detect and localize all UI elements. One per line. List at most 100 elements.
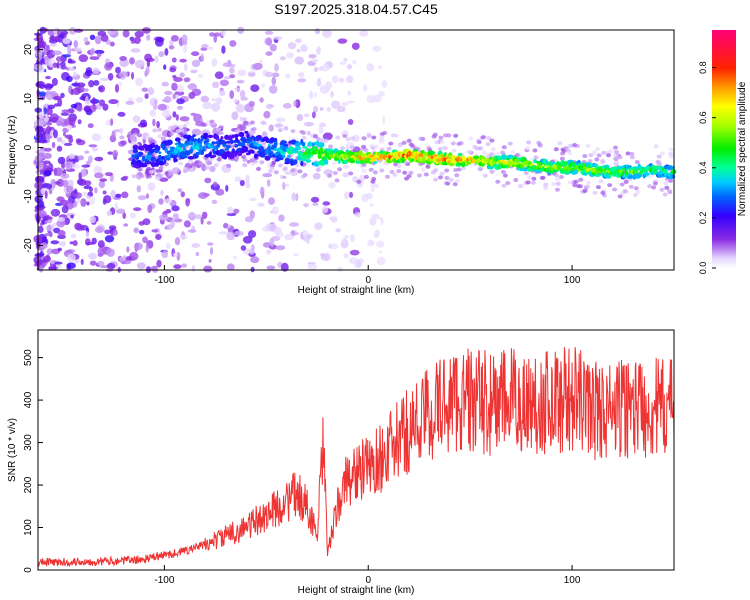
heatmap-cell <box>557 141 563 146</box>
y-tick-label: 200 <box>23 476 34 493</box>
heatmap-cell <box>190 69 198 74</box>
heatmap-cell <box>72 240 78 247</box>
heatmap-cell <box>39 242 48 249</box>
heatmap-cell <box>246 160 251 164</box>
heatmap-cell <box>303 113 310 118</box>
heatmap-cell <box>322 29 332 38</box>
heatmap-cell <box>267 39 272 46</box>
heatmap-cell <box>653 144 659 149</box>
heatmap-cell <box>296 146 301 151</box>
heatmap-cell <box>287 154 291 158</box>
heatmap-cell <box>518 183 524 188</box>
heatmap-cell <box>67 108 75 114</box>
heatmap-cell <box>354 212 361 218</box>
heatmap-cell <box>231 111 239 121</box>
heatmap-cell <box>337 167 343 172</box>
heatmap-cell <box>634 160 640 164</box>
heatmap-cell <box>265 51 273 56</box>
heatmap-cell <box>423 172 429 177</box>
heatmap-cell <box>335 135 341 140</box>
heatmap-cell <box>253 136 256 142</box>
heatmap-cell <box>501 183 507 188</box>
x-tick-label: 0 <box>365 275 371 286</box>
heatmap-cell <box>42 255 52 263</box>
heatmap-cell <box>203 134 208 140</box>
heatmap-cell <box>312 134 318 139</box>
heatmap-cell <box>104 172 113 177</box>
heatmap-cell <box>80 198 87 207</box>
snr-line <box>37 346 675 568</box>
heatmap-cell <box>586 180 592 185</box>
heatmap-cell <box>349 249 360 256</box>
heatmap-cell <box>132 132 138 137</box>
heatmap-cell <box>220 30 227 37</box>
heatmap-cell <box>566 167 572 172</box>
heatmap-cell <box>214 71 224 79</box>
heatmap-cell <box>181 263 188 268</box>
heatmap-cell <box>321 63 330 72</box>
heatmap-cell <box>543 182 549 187</box>
heatmap-cell <box>303 121 314 127</box>
heatmap-cell <box>293 159 298 165</box>
heatmap-cell <box>185 162 191 167</box>
heatmap-cell <box>268 152 274 158</box>
heatmap-cell <box>313 105 319 113</box>
heatmap-cell <box>277 157 284 161</box>
heatmap-cell <box>293 100 297 107</box>
heatmap-cell <box>207 242 214 246</box>
heatmap-cell <box>444 176 450 180</box>
heatmap-cell <box>177 188 183 193</box>
heatmap-cell <box>568 143 574 148</box>
heatmap-cell <box>379 250 382 254</box>
heatmap-cell <box>77 119 82 125</box>
heatmap-cell <box>120 140 127 146</box>
heatmap-cell <box>401 157 405 164</box>
heatmap-cell <box>210 183 220 191</box>
heatmap-cell <box>248 230 257 239</box>
heatmap-cell <box>200 150 204 156</box>
heatmap-cell <box>233 255 238 260</box>
heatmap-cell <box>300 160 304 166</box>
heatmap-cell <box>346 75 354 83</box>
heatmap-cell <box>525 180 531 185</box>
heatmap-cell <box>151 142 155 146</box>
heatmap-cell <box>135 97 144 103</box>
heatmap-cell <box>278 214 285 222</box>
heatmap-cell <box>267 161 272 169</box>
heatmap-cell <box>647 184 653 189</box>
y-tick-label: 500 <box>23 349 34 366</box>
heatmap-cell <box>657 162 662 167</box>
heatmap-cell <box>57 247 62 252</box>
heatmap-cell <box>361 193 369 202</box>
heatmap-cell <box>343 235 349 239</box>
heatmap-cell <box>363 84 368 92</box>
heatmap-cell <box>439 140 445 145</box>
heatmap-cell <box>149 97 158 107</box>
heatmap-cell <box>73 47 82 52</box>
heatmap-cell <box>326 107 331 112</box>
heatmap-cell <box>35 125 44 134</box>
heatmap-cell <box>43 170 52 176</box>
heatmap-cell <box>612 187 618 192</box>
heatmap-cell <box>598 179 604 184</box>
heatmap-cell <box>259 160 265 165</box>
heatmap-cell <box>632 192 638 197</box>
heatmap-cell <box>89 34 96 40</box>
heatmap-cell <box>283 102 292 109</box>
heatmap-cell <box>66 253 76 262</box>
heatmap-cell <box>179 116 190 122</box>
heatmap-cell <box>250 84 260 92</box>
y-tick-label: -10 <box>23 189 34 204</box>
heatmap-cell <box>318 125 324 134</box>
y-tick-label: 0 <box>23 567 34 573</box>
heatmap-cell <box>201 163 207 172</box>
heatmap-cell <box>211 97 216 102</box>
heatmap-cell <box>141 157 146 162</box>
heatmap-cell <box>369 203 374 207</box>
heatmap-cell <box>164 48 169 56</box>
heatmap-cell <box>173 264 182 270</box>
heatmap-cell <box>76 178 84 185</box>
heatmap-cell <box>75 82 86 88</box>
heatmap-cell <box>182 44 188 54</box>
heatmap-cell <box>346 64 352 70</box>
